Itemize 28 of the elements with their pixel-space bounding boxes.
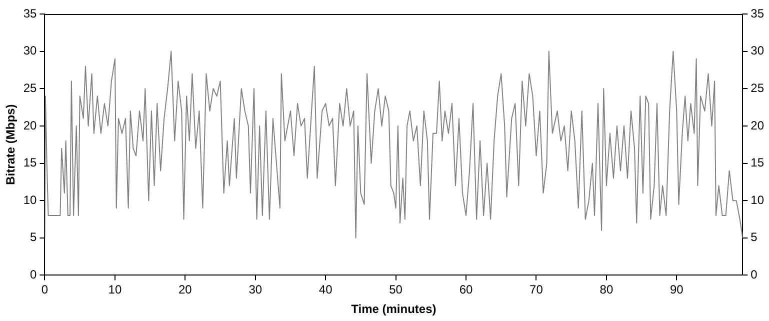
x-tick-label: 90 xyxy=(670,282,684,297)
y-tick-label: 10 xyxy=(23,192,38,207)
x-tick-label: 80 xyxy=(600,282,614,297)
y2-tick-label: 10 xyxy=(750,192,764,207)
y-tick-label: 35 xyxy=(23,6,38,20)
x-tick-label: 0 xyxy=(41,282,48,297)
y2-tick-label: 20 xyxy=(750,118,764,132)
y-tick-label: 30 xyxy=(23,44,38,58)
y2-tick-label: 30 xyxy=(750,44,764,58)
y-tick-label: 20 xyxy=(23,118,38,132)
x-tick-label: 40 xyxy=(318,282,333,297)
x-axis-title: Time (minutes) xyxy=(351,302,436,316)
x-tick-label: 20 xyxy=(178,282,192,297)
x-tick-label: 30 xyxy=(248,282,262,297)
y2-tick-label: 0 xyxy=(750,268,758,282)
y-tick-label: 25 xyxy=(23,80,38,95)
x-tick-label: 70 xyxy=(530,282,544,297)
y-tick-label: 0 xyxy=(30,268,38,282)
y-tick-label: 5 xyxy=(30,230,38,244)
y2-tick-label: 5 xyxy=(750,230,758,244)
y-axis-title: Bitrate (Mbps) xyxy=(4,104,18,185)
x-tick-label: 60 xyxy=(459,282,474,297)
y2-tick-label: 35 xyxy=(750,6,764,20)
y-tick-label: 15 xyxy=(23,156,38,170)
y2-tick-label: 15 xyxy=(750,156,764,170)
x-tick-label: 10 xyxy=(108,282,122,297)
x-tick-label: 50 xyxy=(389,282,403,297)
y2-tick-label: 25 xyxy=(750,80,764,95)
